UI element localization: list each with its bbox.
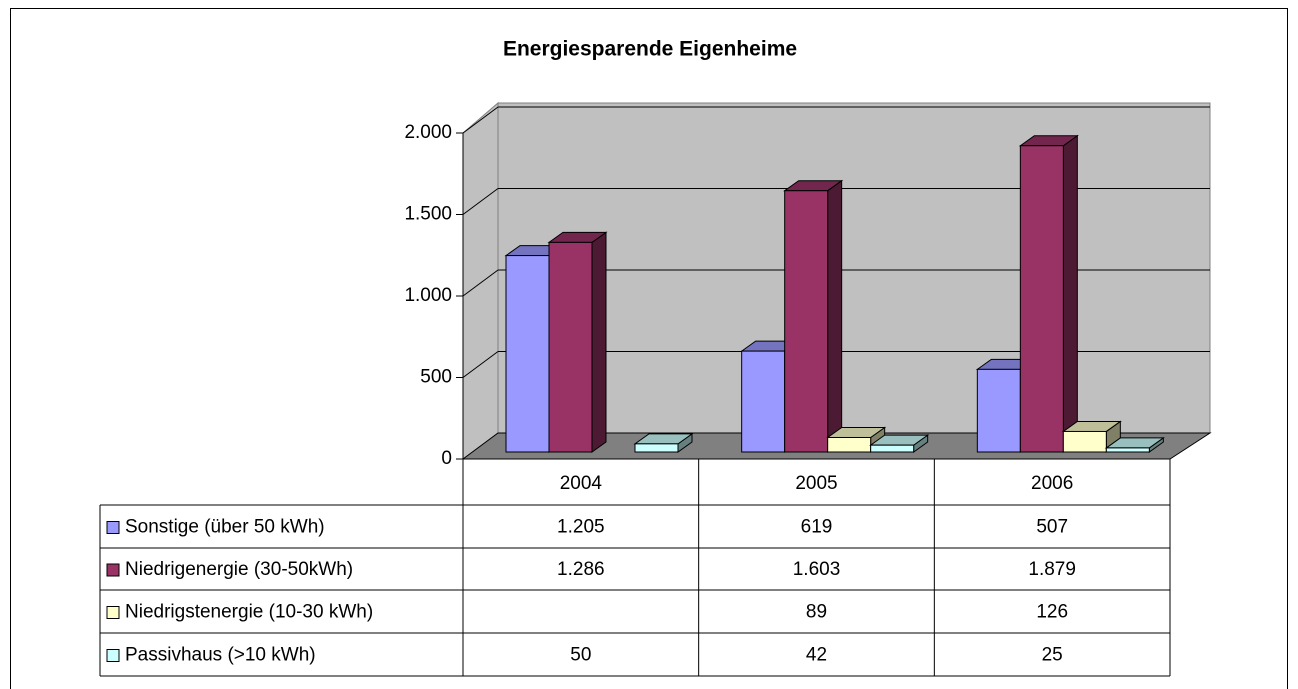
legend-label: Niedrigstenergie (10-30 kWh) <box>125 602 373 623</box>
bar <box>1105 447 1150 453</box>
x-tick-label: 2006 <box>1031 473 1073 494</box>
bar <box>741 350 786 453</box>
bar-side <box>1062 134 1078 453</box>
y-tick-label: 500 <box>420 367 452 388</box>
table-value: 1.879 <box>1028 559 1076 580</box>
x-tick-label: 2005 <box>795 473 837 494</box>
bar <box>784 190 829 453</box>
y-tick-label: 2.000 <box>404 122 452 143</box>
table-value: 25 <box>1042 645 1063 666</box>
grid-line <box>462 188 499 215</box>
y-tick-label: 1.000 <box>404 285 452 306</box>
grid-line <box>462 269 499 297</box>
table-value: 50 <box>570 645 591 666</box>
table-value: 89 <box>806 602 827 623</box>
bar <box>976 368 1021 453</box>
table-value: 619 <box>801 517 833 538</box>
bar-side <box>827 179 843 453</box>
legend-label: Niedrigenergie (30-50kWh) <box>125 559 353 580</box>
legend-key <box>106 649 120 662</box>
bar <box>870 444 915 453</box>
bar <box>548 241 593 453</box>
grid-line <box>462 106 499 134</box>
table-value: 1.603 <box>793 559 841 580</box>
bar <box>505 255 550 453</box>
bar <box>1019 145 1064 453</box>
bar-side <box>591 231 607 453</box>
grid-line <box>462 351 499 378</box>
bar <box>827 436 872 453</box>
table-value: 1.205 <box>557 517 605 538</box>
legend-label: Sonstige (über 50 kWh) <box>125 517 325 538</box>
table-value: 126 <box>1036 602 1068 623</box>
legend-label: Passivhaus (>10 kWh) <box>125 645 316 666</box>
legend-key <box>106 563 120 577</box>
y-tick-label: 0 <box>441 448 452 469</box>
chart-title: Energiesparende Eigenheime <box>503 38 797 61</box>
y-tick-label: 1.500 <box>404 204 452 225</box>
legend-key <box>106 521 120 534</box>
bar <box>1062 430 1107 453</box>
bar <box>634 443 679 453</box>
legend-key <box>106 606 120 619</box>
x-tick-label: 2004 <box>560 473 603 494</box>
table-value: 42 <box>806 645 827 666</box>
table-value: 507 <box>1036 517 1068 538</box>
side-wall <box>462 101 499 460</box>
table-value: 1.286 <box>557 559 605 580</box>
